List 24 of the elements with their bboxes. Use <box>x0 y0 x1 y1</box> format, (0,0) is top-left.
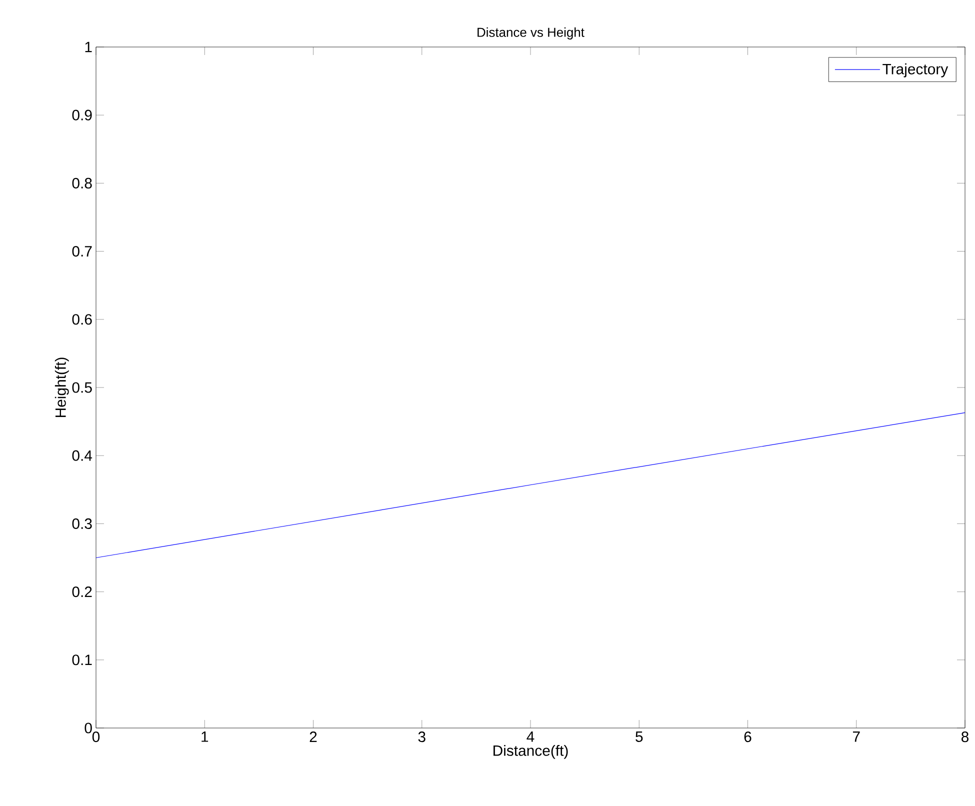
x-tick-label: 7 <box>852 732 860 742</box>
y-tick-label: 0.9 <box>72 110 92 120</box>
y-axis-title: Height(ft) <box>54 358 69 418</box>
x-tick-label: 8 <box>962 732 969 742</box>
y-tick-label: 0.4 <box>72 450 92 461</box>
x-tick-label: 6 <box>744 732 752 742</box>
y-tick-label: 1 <box>85 42 92 52</box>
legend-label: Trajectory <box>882 63 948 78</box>
y-tick-label: 0.1 <box>72 654 92 666</box>
x-tick-label: 5 <box>636 732 643 742</box>
x-axis-title: Distance(ft) <box>494 744 568 759</box>
x-tick-label: 3 <box>418 732 426 742</box>
y-tick-label: 0.6 <box>72 314 92 325</box>
x-tick-label: 4 <box>526 732 534 742</box>
y-tick-label: 0.3 <box>72 518 92 529</box>
y-tick-label: 0.2 <box>72 586 92 598</box>
x-tick-label: 0 <box>92 732 100 742</box>
y-tick-label: 0 <box>84 722 92 734</box>
x-tick-label: 2 <box>310 732 317 742</box>
y-tick-label: 0.5 <box>72 382 92 393</box>
y-tick-label: 0.7 <box>72 246 92 257</box>
chart-title: Distance vs Height <box>478 27 584 40</box>
x-tick-label: 1 <box>202 732 208 742</box>
y-tick-label: 0.8 <box>72 178 92 188</box>
